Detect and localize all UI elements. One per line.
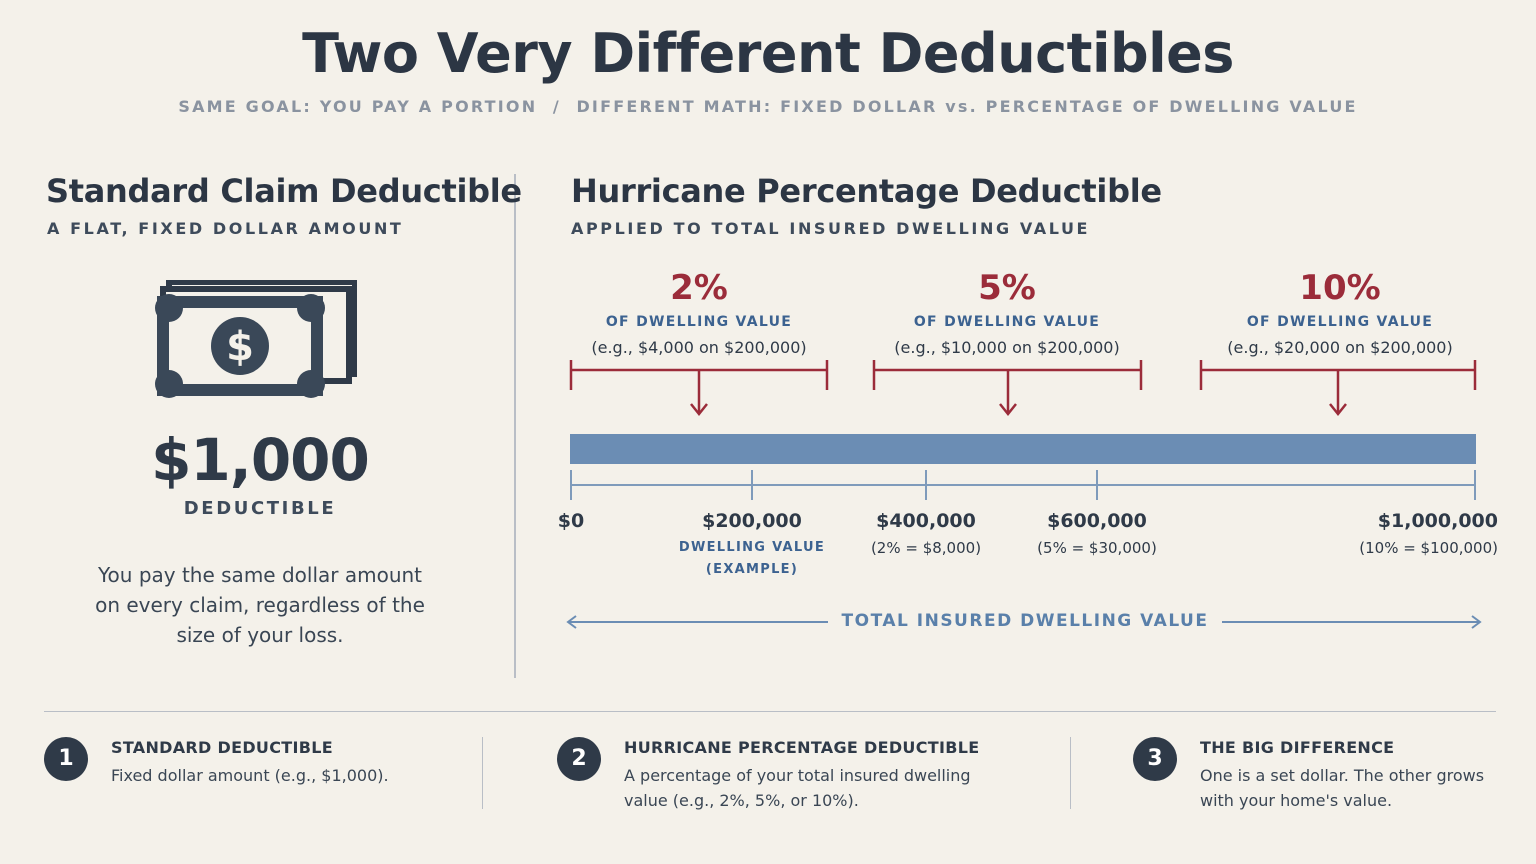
- standard-description: You pay the same dollar amount on every …: [95, 563, 425, 647]
- dwelling-example-note: DWELLING VALUE (EXAMPLE): [652, 537, 852, 581]
- percentage-label: OF DWELLING VALUE: [1246, 314, 1434, 330]
- step-number-badge: 1: [44, 737, 88, 781]
- dwelling-value-bar: [570, 434, 1476, 464]
- percentage-5-group: 5% OF DWELLING VALUE (e.g., $10,000 on $…: [857, 268, 1157, 357]
- standard-deductible-subtitle: A FLAT, FIXED DOLLAR AMOUNT: [47, 219, 404, 238]
- step-text: Fixed dollar amount (e.g., $1,000).: [111, 766, 389, 785]
- step-text: A percentage of your total insured dwell…: [624, 766, 971, 810]
- step-text: One is a set dollar. The other grows wit…: [1200, 766, 1485, 810]
- bill-dollar-symbol: $: [226, 324, 254, 370]
- page-subtitle: SAME GOAL: YOU PAY A PORTION / DIFFERENT…: [178, 97, 1358, 116]
- tick-sub-label: (10% = $100,000): [1359, 539, 1498, 557]
- step-number-badge: 2: [557, 737, 601, 781]
- note-line: (EXAMPLE): [705, 562, 799, 577]
- tick-label: $600,000: [1047, 510, 1147, 532]
- money-bill-icon: $: [155, 279, 358, 404]
- percentage-value: 5%: [978, 268, 1036, 308]
- tick-label: $1,000,000: [1377, 510, 1498, 532]
- tick-sub-label: (5% = $30,000): [1037, 539, 1157, 557]
- step-heading: THE BIG DIFFERENCE: [1200, 738, 1395, 757]
- percentage-label: OF DWELLING VALUE: [913, 314, 1101, 330]
- hurricane-deductible-subtitle: APPLIED TO TOTAL INSURED DWELLING VALUE: [571, 219, 1091, 238]
- standard-deductible-title: Standard Claim Deductible: [46, 172, 522, 210]
- total-dwelling-axis-label: TOTAL INSURED DWELLING VALUE: [570, 611, 1480, 631]
- step-divider: [482, 737, 483, 809]
- bracket-5-percent: [872, 360, 1143, 417]
- percentage-2-group: 2% OF DWELLING VALUE (e.g., $4,000 on $2…: [549, 268, 849, 357]
- step-heading: HURRICANE PERCENTAGE DEDUCTIBLE: [624, 738, 980, 757]
- page-title: Two Very Different Deductibles: [302, 22, 1234, 85]
- percentage-label: OF DWELLING VALUE: [605, 314, 793, 330]
- percentage-value: 2%: [670, 268, 728, 308]
- axis-label-text: TOTAL INSURED DWELLING VALUE: [827, 611, 1223, 631]
- percentage-10-group: 10% OF DWELLING VALUE (e.g., $20,000 on …: [1190, 268, 1490, 357]
- deductible-amount: $1,000: [151, 426, 370, 494]
- hurricane-deductible-title: Hurricane Percentage Deductible: [571, 172, 1162, 210]
- percentage-example: (e.g., $20,000 on $200,000): [1227, 338, 1453, 357]
- step-number-badge: 3: [1133, 737, 1177, 781]
- tick-label: $200,000: [702, 510, 802, 532]
- step-2: HURRICANE PERCENTAGE DEDUCTIBLE A percen…: [624, 738, 1014, 813]
- bracket-10-percent: [1199, 360, 1477, 417]
- column-divider: [514, 174, 516, 678]
- footer-divider: [44, 711, 1496, 712]
- percentage-example: (e.g., $10,000 on $200,000): [894, 338, 1120, 357]
- bracket-2-percent: [569, 360, 829, 417]
- percentage-example: (e.g., $4,000 on $200,000): [591, 338, 807, 357]
- tick-label: $0: [557, 510, 585, 532]
- tick-sub-label: (2% = $8,000): [870, 539, 982, 557]
- step-1: STANDARD DEDUCTIBLE Fixed dollar amount …: [111, 738, 451, 788]
- percentage-value: 10%: [1299, 268, 1381, 308]
- deductible-amount-label: DEDUCTIBLE: [183, 498, 337, 519]
- step-divider: [1070, 737, 1071, 809]
- tick-label: $400,000: [876, 510, 976, 532]
- note-line: DWELLING VALUE: [678, 540, 826, 555]
- step-3: THE BIG DIFFERENCE One is a set dollar. …: [1200, 738, 1500, 813]
- step-heading: STANDARD DEDUCTIBLE: [111, 738, 333, 757]
